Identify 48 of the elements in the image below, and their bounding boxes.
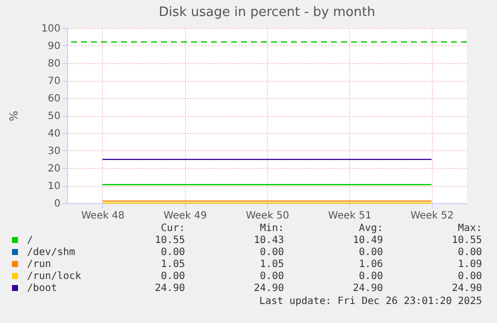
- y-tick-label: 40: [48, 128, 60, 140]
- y-tick-label: 50: [48, 111, 60, 122]
- text: Avg:: [358, 223, 383, 234]
- text: 1.05: [160, 259, 185, 270]
- text: Min:: [260, 223, 284, 234]
- text: 10.49: [352, 235, 383, 246]
- y-tick-label: 90: [48, 41, 60, 52]
- text: 1.06: [358, 259, 383, 270]
- legend-label: /run/lock: [27, 271, 82, 282]
- y-tick-label: 70: [48, 76, 60, 87]
- text: Last update: Fri Dec 26 23:01:20 2025: [259, 296, 482, 307]
- text: 0.00: [358, 247, 383, 258]
- x-tick-label: Week 51: [328, 210, 372, 222]
- text: 1.09: [458, 259, 482, 270]
- text: 24.90: [154, 283, 185, 294]
- y-tick-label: 80: [48, 58, 60, 70]
- text: Max:: [458, 223, 482, 234]
- text: 0.00: [160, 271, 185, 282]
- text: 0.00: [358, 271, 383, 282]
- y-tick-label: 10: [48, 181, 60, 192]
- chart-title: Disk usage in percent - by month: [158, 5, 376, 20]
- y-tick-label: 20: [48, 164, 60, 174]
- text: 0.00: [260, 271, 284, 282]
- text: 10.43: [254, 235, 284, 246]
- y-axis-title: %: [7, 110, 20, 122]
- legend-label: /dev/shm: [27, 247, 76, 258]
- legend-label: /boot: [27, 283, 58, 294]
- text: 0.00: [260, 247, 284, 258]
- y-tick-label: 100: [41, 24, 60, 34]
- x-tick-label: Week 49: [164, 210, 207, 222]
- text: 0.00: [458, 271, 482, 282]
- text: 0.00: [160, 247, 185, 258]
- text: 24.90: [254, 283, 284, 294]
- text: 1.05: [260, 259, 284, 270]
- x-tick-label: Week 48: [81, 210, 125, 222]
- text: 10.55: [154, 235, 185, 246]
- text: 10.55: [452, 235, 482, 246]
- text: 0.00: [458, 247, 482, 258]
- legend-label: /run: [27, 259, 52, 270]
- x-tick-label: Week 50: [246, 210, 290, 222]
- y-tick-label: 60: [48, 94, 60, 104]
- text: Cur:: [160, 223, 185, 234]
- x-tick-label: Week 52: [410, 210, 454, 222]
- y-tick-label: 0: [54, 198, 60, 210]
- text: 24.90: [352, 283, 383, 294]
- text: 24.90: [452, 283, 482, 294]
- legend-label: /: [27, 235, 34, 246]
- y-tick-label: 30: [48, 146, 60, 157]
